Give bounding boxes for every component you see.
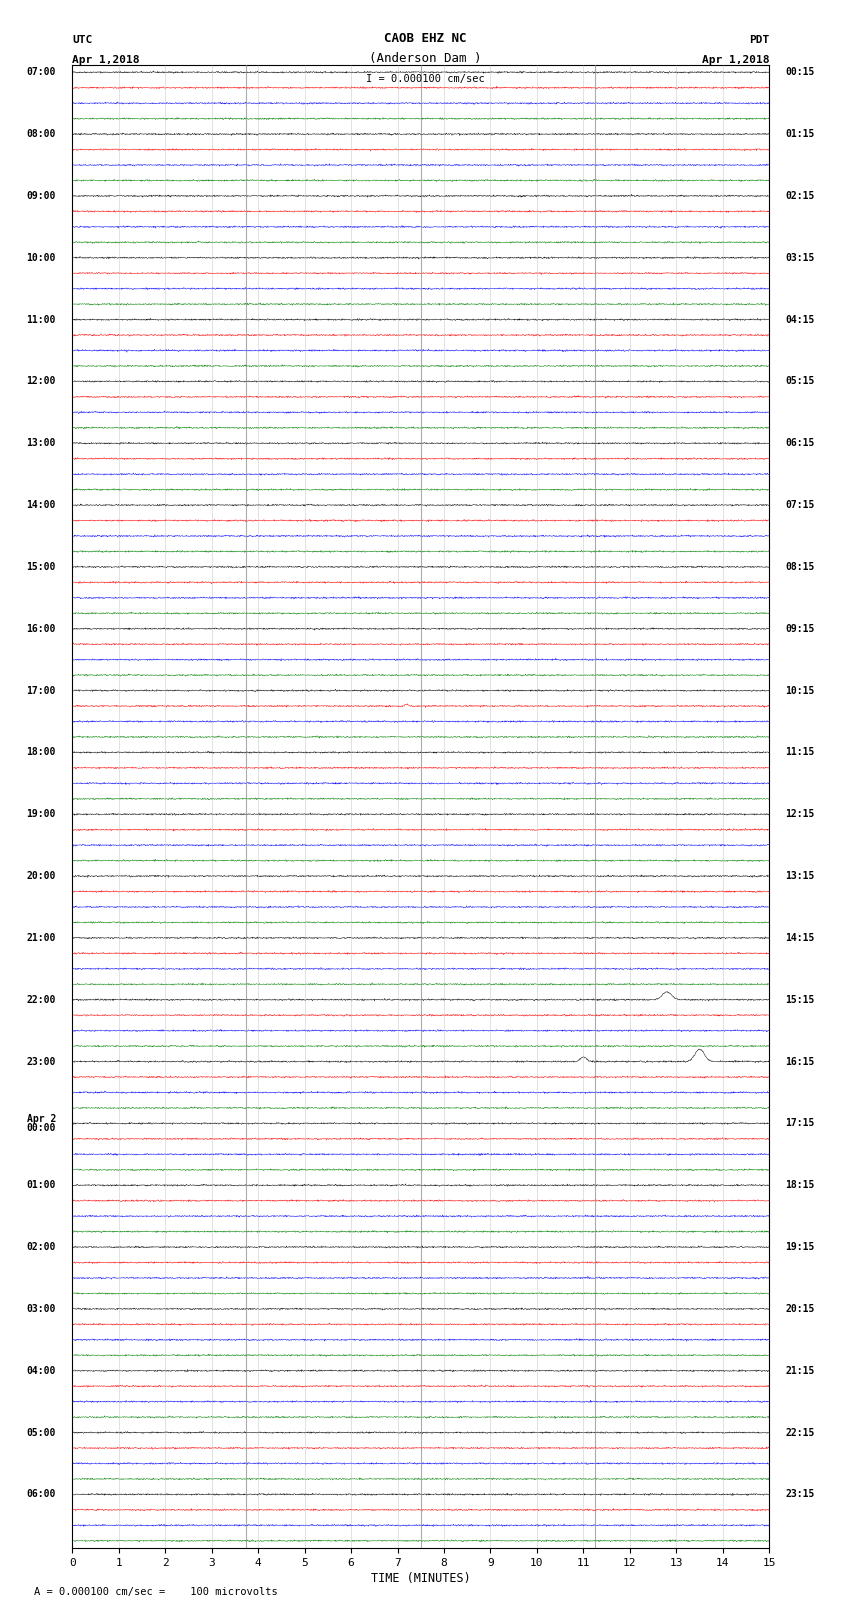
Text: Apr 1,2018: Apr 1,2018 [72, 55, 139, 65]
Text: 01:00: 01:00 [26, 1181, 56, 1190]
Text: A = 0.000100 cm/sec =    100 microvolts: A = 0.000100 cm/sec = 100 microvolts [34, 1587, 278, 1597]
Text: 08:00: 08:00 [26, 129, 56, 139]
Text: 07:00: 07:00 [26, 68, 56, 77]
Text: 13:15: 13:15 [785, 871, 815, 881]
Text: 00:00: 00:00 [26, 1123, 56, 1132]
Text: 10:15: 10:15 [785, 686, 815, 695]
Text: (Anderson Dam ): (Anderson Dam ) [369, 52, 481, 65]
Text: Apr 2: Apr 2 [26, 1113, 56, 1124]
Text: 14:00: 14:00 [26, 500, 56, 510]
Text: 21:15: 21:15 [785, 1366, 815, 1376]
Text: I = 0.000100 cm/sec: I = 0.000100 cm/sec [366, 74, 484, 84]
Text: 18:15: 18:15 [785, 1181, 815, 1190]
Text: 20:15: 20:15 [785, 1303, 815, 1315]
Text: 20:00: 20:00 [26, 871, 56, 881]
Text: 02:00: 02:00 [26, 1242, 56, 1252]
Text: 16:15: 16:15 [785, 1057, 815, 1066]
Text: 11:15: 11:15 [785, 747, 815, 758]
Text: CAOB EHZ NC: CAOB EHZ NC [383, 32, 467, 45]
Text: 05:00: 05:00 [26, 1428, 56, 1437]
Text: 22:15: 22:15 [785, 1428, 815, 1437]
Text: 08:15: 08:15 [785, 561, 815, 573]
Text: 10:00: 10:00 [26, 253, 56, 263]
Text: 16:00: 16:00 [26, 624, 56, 634]
Text: 00:15: 00:15 [785, 68, 815, 77]
Text: 18:00: 18:00 [26, 747, 56, 758]
Text: 21:00: 21:00 [26, 932, 56, 944]
Text: 17:00: 17:00 [26, 686, 56, 695]
Text: 06:15: 06:15 [785, 439, 815, 448]
Text: 17:15: 17:15 [785, 1118, 815, 1129]
Text: 03:00: 03:00 [26, 1303, 56, 1315]
Text: 04:15: 04:15 [785, 315, 815, 324]
Text: 14:15: 14:15 [785, 932, 815, 944]
Text: 15:00: 15:00 [26, 561, 56, 573]
Text: 19:00: 19:00 [26, 810, 56, 819]
Text: 06:00: 06:00 [26, 1489, 56, 1500]
Text: 13:00: 13:00 [26, 439, 56, 448]
X-axis label: TIME (MINUTES): TIME (MINUTES) [371, 1573, 471, 1586]
Text: 23:15: 23:15 [785, 1489, 815, 1500]
Text: 09:00: 09:00 [26, 190, 56, 202]
Text: UTC: UTC [72, 35, 93, 45]
Text: 05:15: 05:15 [785, 376, 815, 387]
Text: 12:00: 12:00 [26, 376, 56, 387]
Text: 19:15: 19:15 [785, 1242, 815, 1252]
Text: 09:15: 09:15 [785, 624, 815, 634]
Text: PDT: PDT [749, 35, 769, 45]
Text: 11:00: 11:00 [26, 315, 56, 324]
Text: 01:15: 01:15 [785, 129, 815, 139]
Text: 12:15: 12:15 [785, 810, 815, 819]
Text: 02:15: 02:15 [785, 190, 815, 202]
Text: 22:00: 22:00 [26, 995, 56, 1005]
Text: Apr 1,2018: Apr 1,2018 [702, 55, 769, 65]
Text: 15:15: 15:15 [785, 995, 815, 1005]
Text: 23:00: 23:00 [26, 1057, 56, 1066]
Text: 03:15: 03:15 [785, 253, 815, 263]
Text: 04:00: 04:00 [26, 1366, 56, 1376]
Text: 07:15: 07:15 [785, 500, 815, 510]
